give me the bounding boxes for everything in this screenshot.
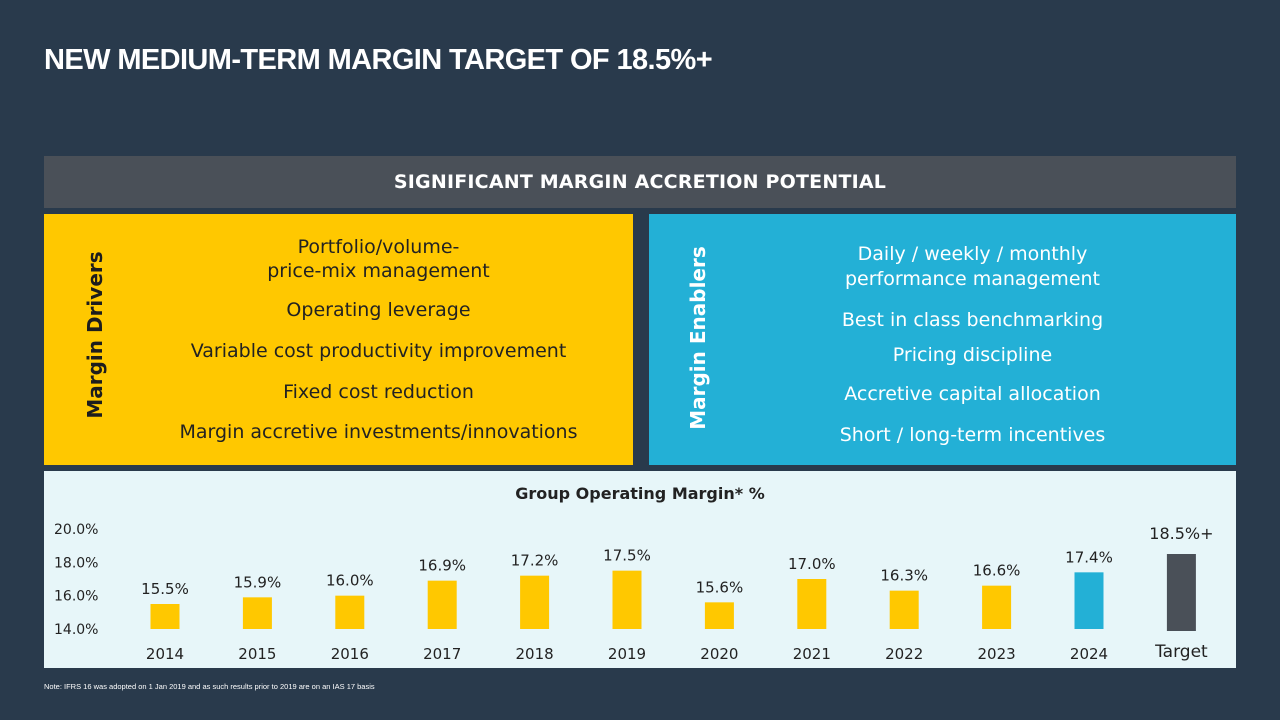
data-label: 17.2% bbox=[511, 552, 559, 570]
bar-2020 bbox=[704, 602, 734, 629]
x-tick-label: 2018 bbox=[516, 645, 554, 663]
data-label: 16.6% bbox=[973, 562, 1021, 580]
data-label: 17.5% bbox=[603, 547, 651, 565]
data-label: 15.6% bbox=[696, 578, 744, 596]
x-tick-label: 2023 bbox=[978, 645, 1016, 663]
x-tick-label: 2024 bbox=[1070, 645, 1108, 663]
x-tick-label: Target bbox=[1154, 642, 1208, 662]
margin-enablers-panel: Margin Enablers Daily / weekly / monthly… bbox=[649, 214, 1236, 465]
y-tick-label: 16.0% bbox=[54, 589, 98, 605]
x-tick-label: 2022 bbox=[885, 645, 923, 663]
driver-item: Fixed cost reduction bbox=[283, 381, 474, 403]
bar-target bbox=[1166, 554, 1196, 631]
data-label: 17.0% bbox=[788, 555, 836, 573]
driver-item: Variable cost productivity improvement bbox=[190, 340, 567, 362]
x-tick-label: 2015 bbox=[238, 645, 276, 663]
x-tick-label: 2019 bbox=[608, 645, 646, 663]
y-tick-label: 18.0% bbox=[54, 555, 98, 571]
driver-item: price-mix management bbox=[267, 260, 490, 282]
x-tick-label: 2021 bbox=[793, 645, 831, 663]
data-label: 16.3% bbox=[880, 567, 928, 585]
driver-item: Margin accretive investments/innovations bbox=[179, 421, 578, 443]
page-title: NEW MEDIUM-TERM MARGIN TARGET OF 18.5%+ bbox=[44, 44, 713, 76]
section-banner: SIGNIFICANT MARGIN ACCRETION POTENTIAL bbox=[44, 156, 1236, 208]
operating-margin-chart: Group Operating Margin* % 14.0% 16.0% 18.0%… bbox=[44, 471, 1236, 668]
driver-item: Portfolio/volume- bbox=[297, 236, 460, 258]
data-label: 18.5%+ bbox=[1149, 524, 1213, 543]
enabler-item: Best in class benchmarking bbox=[841, 309, 1104, 331]
bar-2019 bbox=[612, 570, 642, 629]
bar-2022 bbox=[889, 590, 919, 629]
bar-2017 bbox=[427, 580, 457, 629]
enabler-item: performance management bbox=[845, 268, 1100, 290]
chart-title: Group Operating Margin* % bbox=[515, 484, 764, 503]
enabler-item: Daily / weekly / monthly bbox=[857, 243, 1088, 265]
bar-2021 bbox=[797, 579, 827, 629]
data-label: 16.0% bbox=[326, 572, 374, 590]
bar-2015 bbox=[242, 597, 272, 629]
chart-svg: Group Operating Margin* % 14.0% 16.0% 18.0%… bbox=[54, 484, 1214, 663]
data-label: 17.4% bbox=[1065, 548, 1113, 566]
footnote: Note: IFRS 16 was adopted on 1 Jan 2019 … bbox=[44, 682, 375, 691]
enabler-item: Pricing discipline bbox=[892, 344, 1053, 366]
driver-item: Operating leverage bbox=[286, 299, 471, 321]
margin-drivers-panel: Margin Drivers Portfolio/volume- price-m… bbox=[44, 214, 633, 465]
bar-2023 bbox=[982, 585, 1012, 629]
enabler-item: Accretive capital allocation bbox=[844, 383, 1101, 405]
enabler-item: Short / long-term incentives bbox=[839, 424, 1106, 446]
bar-2014 bbox=[150, 604, 180, 629]
y-tick-label: 14.0% bbox=[54, 622, 98, 638]
bar-2024 bbox=[1074, 572, 1104, 629]
data-label: 16.9% bbox=[418, 557, 466, 575]
bar-2018 bbox=[520, 575, 550, 629]
x-tick-label: 2014 bbox=[146, 645, 184, 663]
bar-2016 bbox=[335, 595, 365, 629]
data-label: 15.5% bbox=[141, 580, 189, 598]
x-tick-label: 2020 bbox=[700, 645, 738, 663]
y-tick-label: 20.0% bbox=[54, 522, 98, 538]
data-label: 15.9% bbox=[234, 573, 282, 591]
x-tick-label: 2016 bbox=[331, 645, 369, 663]
x-tick-label: 2017 bbox=[423, 645, 461, 663]
